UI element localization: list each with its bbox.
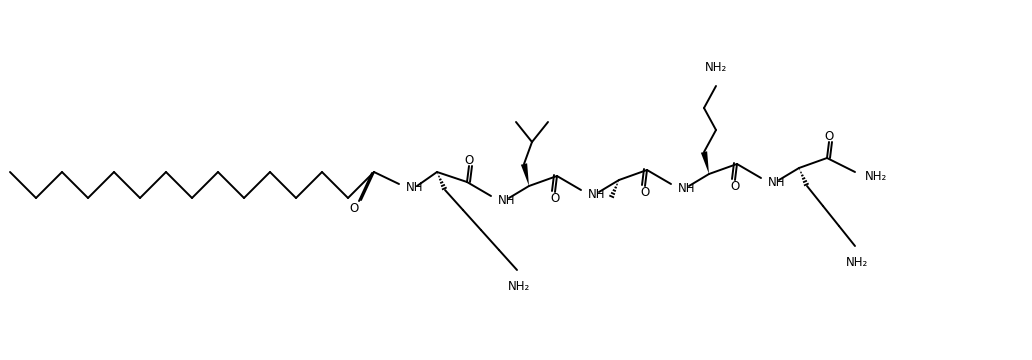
Text: O: O [550, 192, 559, 204]
Text: NH: NH [768, 176, 785, 189]
Text: NH₂: NH₂ [865, 170, 888, 183]
Text: NH: NH [406, 180, 423, 194]
Text: O: O [825, 130, 834, 143]
Text: NH₂: NH₂ [508, 280, 530, 293]
Polygon shape [701, 151, 709, 174]
Text: NH: NH [498, 194, 516, 207]
Text: NH: NH [678, 181, 696, 194]
Text: NH₂: NH₂ [705, 61, 728, 74]
Text: NH: NH [588, 188, 606, 201]
Text: NH₂: NH₂ [846, 256, 868, 269]
Text: O: O [464, 153, 474, 166]
Polygon shape [521, 163, 529, 186]
Text: O: O [731, 180, 740, 193]
Text: O: O [641, 185, 649, 198]
Text: O: O [350, 202, 359, 215]
